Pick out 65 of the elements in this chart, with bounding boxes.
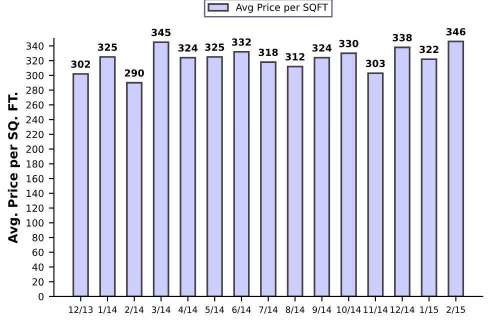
y-tick-label: 40 <box>32 263 44 271</box>
y-tick-label: 140 <box>26 190 44 198</box>
data-label: 324 <box>178 44 198 52</box>
x-tick-label: 2/14 <box>125 306 144 314</box>
data-label: 290 <box>124 69 144 77</box>
x-tick-label: 2/15 <box>446 306 465 314</box>
data-label: 318 <box>258 48 278 56</box>
y-tick-label: 200 <box>26 146 44 153</box>
x-tick-label: 3/14 <box>152 306 170 314</box>
bar <box>260 61 276 296</box>
y-tick-label: 100 <box>26 219 44 227</box>
bar <box>99 56 116 296</box>
x-tick-label: 10/14 <box>337 306 361 314</box>
data-label: 322 <box>420 46 438 54</box>
y-tick-label: 260 <box>26 101 44 109</box>
y-tick-label: 20 <box>32 278 44 286</box>
y-tick-label: 240 <box>26 116 44 124</box>
x-tick-label: 12/13 <box>69 306 93 314</box>
bar <box>152 41 170 296</box>
data-label: 346 <box>446 28 466 36</box>
data-label: 338 <box>392 34 412 42</box>
y-tick-label: 220 <box>26 130 44 138</box>
bar <box>126 82 142 296</box>
y-tick-label: 120 <box>26 204 44 212</box>
bar <box>180 56 196 296</box>
y-tick-label: 340 <box>26 42 44 50</box>
y-tick-label: 80 <box>32 234 44 242</box>
bar <box>286 66 304 296</box>
legend-label: Avg Price per SQFT <box>236 3 328 13</box>
x-tick-label: 7/14 <box>259 306 278 314</box>
data-label: 325 <box>205 44 224 51</box>
x-tick-label: 11/14 <box>364 306 388 314</box>
data-label: 324 <box>312 44 332 52</box>
x-tick-label: 9/14 <box>312 306 332 314</box>
x-tick-label: 12/14 <box>390 306 414 314</box>
y-tick-label: 300 <box>26 72 44 80</box>
x-tick-label: 1/15 <box>420 306 438 314</box>
data-label: 345 <box>152 28 171 36</box>
y-tick-label: 160 <box>26 175 44 182</box>
data-label: 325 <box>98 44 117 51</box>
x-tick-label: 6/14 <box>232 306 251 314</box>
x-tick-label: 4/14 <box>178 306 198 314</box>
bar <box>72 73 89 296</box>
y-tick-label: 320 <box>26 57 44 64</box>
y-tick-label: 280 <box>26 86 44 94</box>
data-label: 312 <box>286 53 304 60</box>
x-tick-label: 8/14 <box>286 306 304 314</box>
data-label: 330 <box>339 40 358 48</box>
x-tick-label: 1/14 <box>98 306 117 314</box>
bar <box>233 50 250 296</box>
data-label: 332 <box>232 38 251 46</box>
x-tick-label: 5/14 <box>206 306 224 314</box>
data-label: 303 <box>366 60 385 68</box>
bar <box>448 40 464 296</box>
y-axis-title: Avg. Price per SQ. FT. <box>8 92 20 244</box>
y-tick-label: 60 <box>32 248 44 256</box>
y-tick-label: 180 <box>26 160 44 168</box>
y-tick-label: 0 <box>38 292 44 300</box>
bar <box>394 46 410 296</box>
bar <box>206 56 223 296</box>
bar <box>314 56 330 296</box>
bar <box>367 72 384 296</box>
bar <box>340 52 357 296</box>
bar <box>420 58 438 296</box>
data-label: 302 <box>71 60 90 68</box>
